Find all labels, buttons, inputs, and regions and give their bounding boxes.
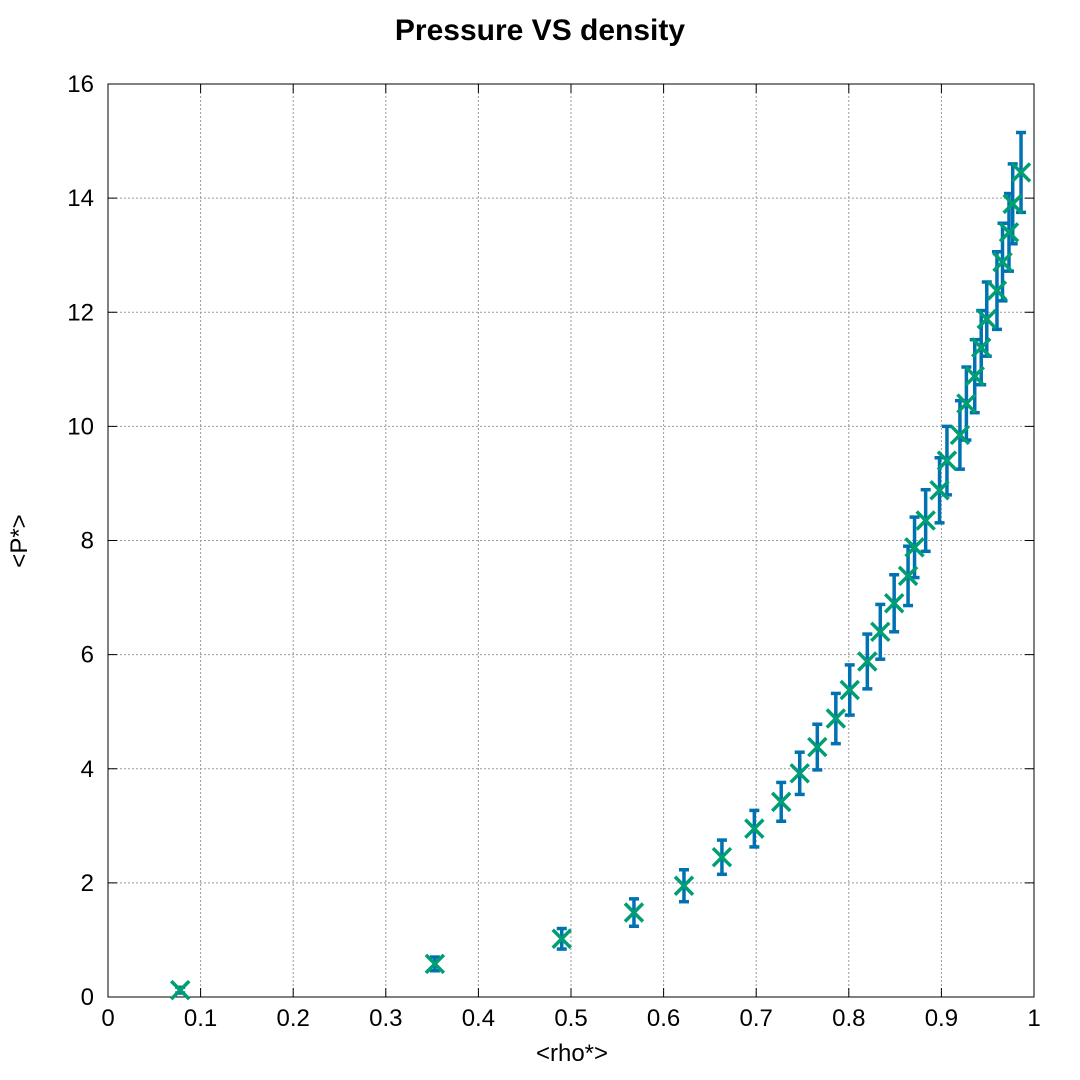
data-point [904, 537, 925, 558]
data-point [673, 875, 695, 896]
x-tick-label: 0.5 [554, 1005, 587, 1032]
x-tick-label: 1 [1027, 1005, 1040, 1032]
data-point [169, 979, 191, 1001]
y-tick-label: 4 [81, 756, 94, 783]
y-tick-label: 16 [67, 71, 94, 98]
data-point [623, 902, 645, 923]
data-point [1002, 193, 1023, 215]
data-point [807, 736, 828, 758]
data-point [857, 651, 878, 672]
x-tick-label: 0.7 [740, 1005, 773, 1032]
data-point [976, 308, 998, 330]
y-tick-label: 8 [81, 528, 94, 555]
data-point [936, 450, 958, 471]
y-tick-label: 0 [81, 984, 94, 1011]
x-tick-label: 0.3 [369, 1005, 402, 1032]
data-point [897, 565, 919, 587]
data-point [551, 928, 572, 950]
y-tick-label: 14 [67, 185, 94, 212]
data-point [839, 679, 860, 701]
data-point [949, 424, 971, 446]
data-point [1010, 162, 1032, 183]
data-point [770, 791, 792, 813]
data-point [883, 593, 905, 614]
data-point [992, 251, 1013, 273]
x-tick-label: 0.6 [647, 1005, 680, 1032]
x-tick-label: 0.9 [925, 1005, 958, 1032]
y-tick-label: 10 [67, 413, 94, 440]
x-tick-label: 0.1 [184, 1005, 217, 1032]
x-axis-label: <rho*> [535, 1040, 609, 1067]
y-tick-label: 12 [67, 299, 94, 326]
y-axis-label: <P*> [6, 514, 33, 568]
data-point [870, 621, 891, 643]
data-point [956, 393, 977, 414]
data-point [998, 222, 1020, 243]
x-tick-label: 0.2 [277, 1005, 310, 1032]
chart-title: Pressure VS density [394, 14, 686, 47]
y-tick-label: 2 [81, 870, 94, 897]
data-point [744, 818, 765, 839]
data-point [711, 846, 733, 868]
x-tick-label: 0.4 [462, 1005, 495, 1032]
data-point [929, 480, 950, 501]
data-point [825, 708, 847, 729]
data-point [424, 953, 446, 975]
data-point [970, 337, 992, 358]
x-tick-label: 0 [101, 1005, 114, 1032]
data-point [915, 510, 936, 531]
data-point [964, 365, 985, 387]
data-point [986, 280, 1008, 301]
y-tick-label: 6 [81, 642, 94, 669]
data-point [789, 763, 810, 784]
x-tick-label: 0.8 [832, 1005, 865, 1032]
